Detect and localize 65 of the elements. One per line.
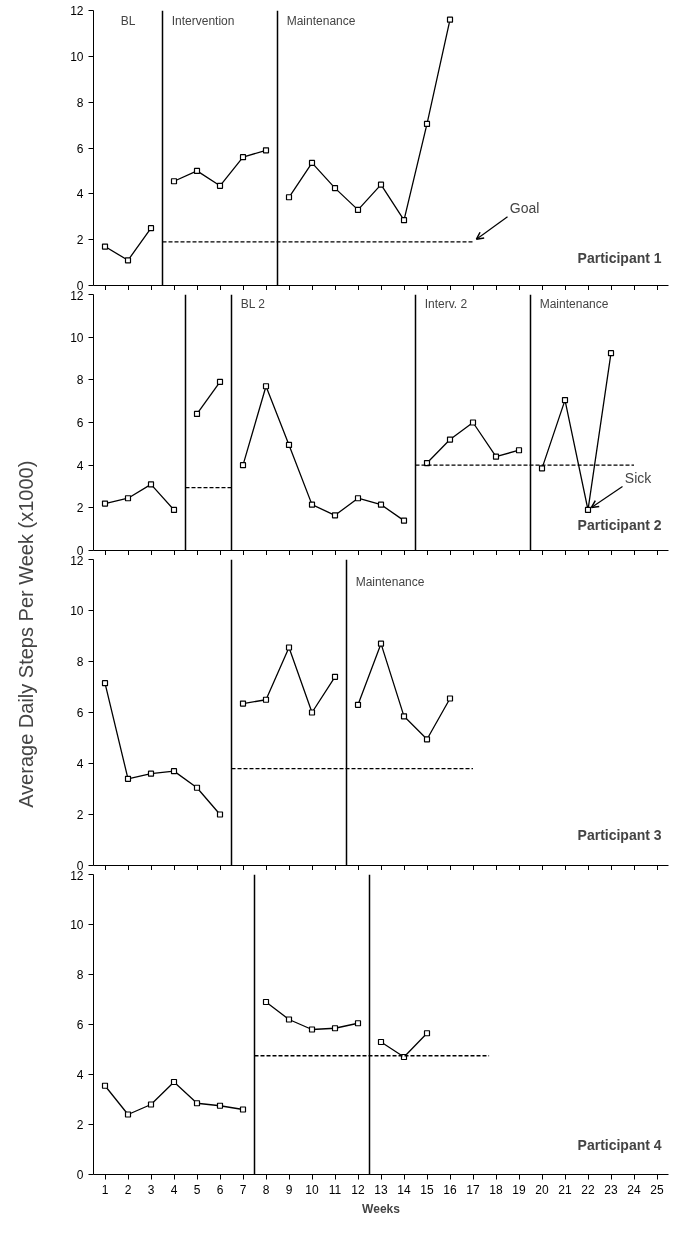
y-tick-label: 4 <box>76 757 84 771</box>
x-tick-label: 19 <box>512 1182 526 1197</box>
x-axis-title: Weeks <box>362 1201 401 1216</box>
y-tick-label: 4 <box>76 458 84 473</box>
y-tick-label: 0 <box>76 279 84 293</box>
y-tick-label: 2 <box>76 808 84 822</box>
y-tick-label: 0 <box>76 1168 84 1182</box>
x-tick-label: 1 <box>101 1182 109 1197</box>
x-tick-label: 2 <box>124 1182 132 1197</box>
y-tick-label: 10 <box>70 604 84 618</box>
y-tick-label: 10 <box>70 330 84 345</box>
annotation: Goal <box>509 199 540 216</box>
x-tick-label: 5 <box>193 1182 201 1197</box>
x-tick-label: 10 <box>305 1182 319 1197</box>
x-tick-label: 17 <box>466 1182 480 1197</box>
y-tick-label: 6 <box>76 706 84 720</box>
x-tick-label: 3 <box>147 1182 155 1197</box>
y-tick-label: 12 <box>70 4 84 18</box>
annotation: Sick <box>624 469 653 486</box>
x-tick-label: 21 <box>558 1182 572 1197</box>
x-tick-label: 22 <box>581 1182 595 1197</box>
x-tick-label: 13 <box>374 1182 388 1197</box>
y-tick-label: 6 <box>76 416 84 430</box>
y-tick-label: 8 <box>76 373 84 388</box>
ref-line-label: Maintenance <box>286 13 356 28</box>
x-tick-label: 12 <box>351 1182 365 1197</box>
ref-line-label: Maintenance <box>539 297 609 312</box>
x-tick-label: 24 <box>627 1182 641 1197</box>
y-tick-label: 10 <box>70 918 84 932</box>
y-tick-label: 4 <box>76 1068 84 1082</box>
y-tick-label: 2 <box>76 1118 84 1132</box>
y-tick-label: 2 <box>76 233 84 248</box>
y-tick-label: 0 <box>76 859 84 873</box>
y-axis-title: Average Daily Steps Per Week (x1000) <box>14 460 37 808</box>
text: Participant 4 <box>577 1136 662 1153</box>
ref-line-label: Interv. 2 <box>424 297 468 312</box>
x-tick-label: 15 <box>420 1182 434 1197</box>
x-tick-label: 8 <box>262 1182 270 1197</box>
y-tick-label: 0 <box>76 544 84 558</box>
x-tick-label: 11 <box>328 1182 342 1197</box>
y-tick-label: 6 <box>76 141 84 156</box>
text: Participant 2 <box>577 516 662 533</box>
x-tick-label: 6 <box>216 1182 224 1197</box>
annotation: BL <box>120 13 136 28</box>
x-tick-label: 18 <box>489 1182 503 1197</box>
x-tick-label: 25 <box>650 1182 664 1197</box>
x-tick-label: 9 <box>285 1182 293 1197</box>
y-tick-label: 4 <box>76 187 84 202</box>
y-tick-label: 8 <box>76 655 84 669</box>
ref-line-label: Maintenance <box>355 575 425 590</box>
text: Participant 3 <box>577 826 662 843</box>
y-tick-label: 10 <box>70 49 84 64</box>
x-tick-label: 16 <box>443 1182 457 1197</box>
ref-line-label: Intervention <box>171 13 235 28</box>
x-tick-label: 20 <box>535 1182 549 1197</box>
y-tick-label: 8 <box>76 95 84 110</box>
y-tick-label: 2 <box>76 501 84 516</box>
x-tick-label: 23 <box>604 1182 618 1197</box>
y-tick-label: 8 <box>76 968 84 982</box>
text: Participant 1 <box>577 250 662 266</box>
x-tick-label: 7 <box>239 1182 247 1197</box>
x-tick-label: 4 <box>170 1182 178 1197</box>
ref-line-label: BL 2 <box>240 297 266 312</box>
x-tick-label: 14 <box>397 1182 411 1197</box>
y-tick-label: 6 <box>76 1018 84 1032</box>
